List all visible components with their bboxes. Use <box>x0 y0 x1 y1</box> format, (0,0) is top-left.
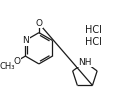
Text: O: O <box>35 19 42 28</box>
Text: HCl: HCl <box>85 25 102 35</box>
Text: NH: NH <box>78 58 92 67</box>
Text: CH₃: CH₃ <box>0 62 15 71</box>
Text: HCl: HCl <box>85 37 102 47</box>
Text: O: O <box>13 57 20 66</box>
Text: N: N <box>22 36 29 45</box>
